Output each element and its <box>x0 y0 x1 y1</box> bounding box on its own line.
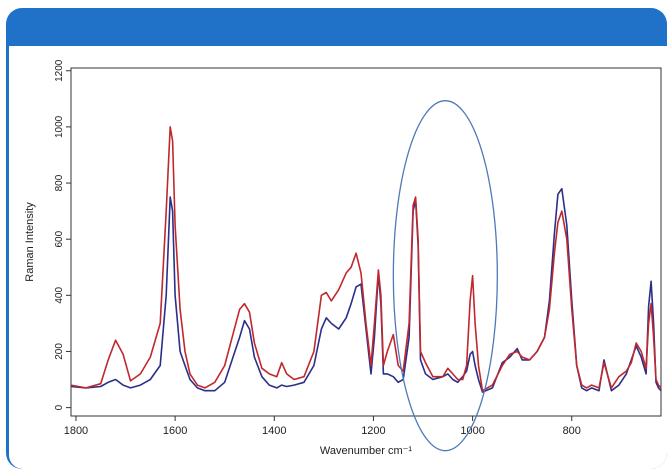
highlight-ellipse <box>392 100 498 452</box>
annotation-layer <box>392 100 498 452</box>
y-tick-label: 400 <box>54 287 65 304</box>
x-tick-label: 1800 <box>64 425 88 437</box>
plot-frame <box>70 67 662 417</box>
chart-panel: 0 200 400 600 800 1000 1200 1800 1600 1400 1200 10… <box>9 46 667 469</box>
y-axis-label: Raman Intensity <box>24 202 36 282</box>
x-tick-label: 1200 <box>361 425 385 437</box>
y-tick-label: 0 <box>54 404 65 410</box>
raman-spectrum-chart: 0 200 400 600 800 1000 1200 1800 1600 1400 1200 10… <box>24 59 662 457</box>
x-tick-label: 1400 <box>262 425 286 437</box>
figure-frame: 0 200 400 600 800 1000 1200 1800 1600 1400 1200 10… <box>6 8 667 469</box>
y-tick-label: 800 <box>54 174 65 191</box>
y-tick-label: 200 <box>54 343 65 360</box>
series-line-red <box>70 126 662 392</box>
x-tick-label: 800 <box>563 425 581 437</box>
x-tick-label: 1600 <box>163 425 187 437</box>
header-bar <box>6 8 667 46</box>
y-tick-label: 1000 <box>54 115 65 138</box>
y-axis: 0 200 400 600 800 1000 1200 <box>54 59 662 417</box>
series-line-blue <box>70 187 662 393</box>
x-axis: 1800 1600 1400 1200 1000 800 <box>64 416 581 437</box>
x-axis-label: Wavenumber cm⁻¹ <box>320 445 413 457</box>
x-tick-label: 1000 <box>460 425 484 437</box>
y-tick-label: 1200 <box>54 59 65 82</box>
y-tick-label: 600 <box>54 230 65 247</box>
series-layer <box>70 126 662 393</box>
